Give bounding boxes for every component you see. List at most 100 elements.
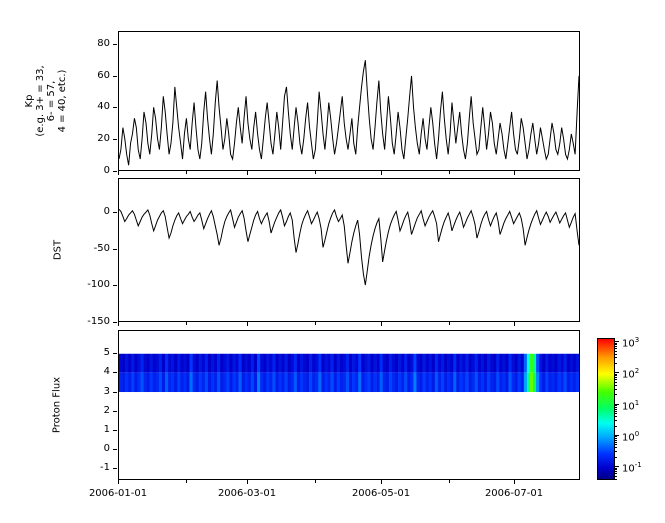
y-tick bbox=[113, 449, 117, 450]
colorbar-minor-tick bbox=[615, 379, 617, 380]
colorbar-minor-tick bbox=[615, 438, 617, 439]
flux-cell bbox=[183, 353, 187, 373]
flux-cell bbox=[483, 353, 488, 373]
proton-flux-plot-area bbox=[119, 353, 579, 393]
flux-cell bbox=[477, 372, 482, 393]
colorbar-minor-tick bbox=[615, 346, 617, 347]
flux-cell bbox=[382, 353, 387, 373]
y-tick-label: 4 bbox=[103, 366, 110, 377]
flux-cell bbox=[128, 353, 132, 373]
flux-cell bbox=[306, 353, 310, 373]
flux-cell bbox=[566, 372, 571, 393]
y-tick-label: 0 bbox=[103, 443, 110, 454]
colorbar-minor-tick bbox=[615, 389, 617, 390]
flux-cell bbox=[434, 372, 439, 393]
flux-cell bbox=[260, 372, 264, 393]
flux-cell bbox=[266, 372, 270, 393]
flux-cell bbox=[444, 353, 448, 373]
flux-cell bbox=[149, 353, 154, 373]
flux-cell bbox=[395, 353, 399, 373]
flux-cell bbox=[456, 372, 460, 393]
flux-cell bbox=[477, 353, 482, 373]
flux-cell bbox=[207, 353, 212, 373]
ylabel-line: (e.g. 3+ = 33, bbox=[35, 65, 46, 137]
flux-cell bbox=[508, 372, 512, 393]
y-tick-label: -1 bbox=[100, 462, 110, 473]
flux-cell bbox=[557, 353, 561, 373]
flux-cell bbox=[229, 353, 233, 373]
colorbar-exponent: -1 bbox=[634, 461, 642, 469]
flux-cell bbox=[235, 372, 239, 393]
x-minor-tick bbox=[186, 322, 187, 325]
flux-cell bbox=[345, 372, 350, 393]
flux-cell bbox=[339, 353, 344, 373]
flux-cell bbox=[352, 353, 356, 373]
flux-cell bbox=[560, 372, 564, 393]
flux-cell bbox=[407, 353, 411, 373]
kp-index-ylabel: Kp (e.g. 3+ = 33, 6- = 57, 4 = 40, etc.) bbox=[24, 65, 68, 136]
colorbar-minor-tick bbox=[615, 382, 617, 383]
flux-cell bbox=[309, 353, 313, 373]
flux-cell bbox=[536, 353, 540, 373]
flux-cell bbox=[376, 353, 380, 373]
flux-cell bbox=[413, 353, 417, 373]
flux-cell bbox=[232, 372, 236, 393]
y-tick-label: -50 bbox=[93, 243, 110, 254]
colorbar-exponent: 1 bbox=[634, 399, 640, 407]
flux-cell bbox=[373, 353, 377, 373]
flux-cell bbox=[201, 372, 206, 393]
flux-cell bbox=[140, 372, 144, 393]
flux-cell bbox=[171, 353, 175, 373]
flux-cell bbox=[367, 372, 371, 393]
flux-cell bbox=[379, 372, 384, 393]
flux-cell bbox=[401, 353, 405, 373]
y-tick bbox=[113, 285, 117, 286]
ylabel-line: Kp bbox=[24, 94, 35, 108]
y-tick bbox=[113, 353, 117, 354]
flux-cell bbox=[428, 353, 433, 373]
x-tick bbox=[381, 480, 382, 484]
flux-cell bbox=[450, 353, 454, 373]
flux-cell bbox=[324, 372, 328, 393]
x-tick-label: 2006-07-01 bbox=[484, 488, 544, 499]
x-minor-tick bbox=[315, 171, 316, 174]
flux-cell bbox=[447, 353, 451, 373]
y-tick bbox=[113, 468, 117, 469]
flux-cell bbox=[529, 353, 534, 373]
flux-cell bbox=[358, 353, 362, 373]
flux-cell bbox=[207, 372, 212, 393]
flux-cell bbox=[263, 372, 267, 393]
flux-cell bbox=[272, 353, 276, 373]
flux-cell bbox=[566, 353, 571, 373]
flux-cell bbox=[155, 372, 160, 393]
y-tick bbox=[113, 372, 117, 373]
flux-cell bbox=[542, 372, 546, 393]
y-tick bbox=[113, 392, 117, 393]
colorbar-exponent: 3 bbox=[634, 336, 640, 344]
colorbar-minor-tick bbox=[615, 420, 617, 421]
flux-cell bbox=[407, 372, 411, 393]
flux-cell bbox=[545, 353, 549, 373]
flux-cell bbox=[192, 353, 196, 373]
flux-cell bbox=[272, 372, 276, 393]
flux-cell bbox=[189, 372, 193, 393]
flux-cell bbox=[487, 372, 491, 393]
flux-cell bbox=[257, 353, 261, 373]
colorbar-minor-tick bbox=[615, 436, 617, 437]
flux-cell bbox=[290, 353, 295, 373]
x-tick-label: 2006-01-01 bbox=[88, 488, 148, 499]
flux-cell bbox=[523, 353, 528, 373]
colorbar-minor-tick bbox=[615, 344, 617, 345]
x-tick bbox=[118, 171, 119, 175]
flux-cell bbox=[404, 372, 408, 393]
flux-cell bbox=[536, 372, 540, 393]
flux-cell bbox=[165, 372, 169, 393]
flux-cell bbox=[474, 372, 479, 393]
colorbar-minor-tick bbox=[615, 426, 617, 427]
flux-cell bbox=[526, 353, 531, 373]
dst-index-ylabel: DST bbox=[53, 240, 64, 260]
flux-cell bbox=[330, 353, 334, 373]
flux-cell bbox=[355, 372, 359, 393]
colorbar-tick-label: 100 bbox=[622, 430, 640, 444]
flux-cell bbox=[336, 372, 341, 393]
